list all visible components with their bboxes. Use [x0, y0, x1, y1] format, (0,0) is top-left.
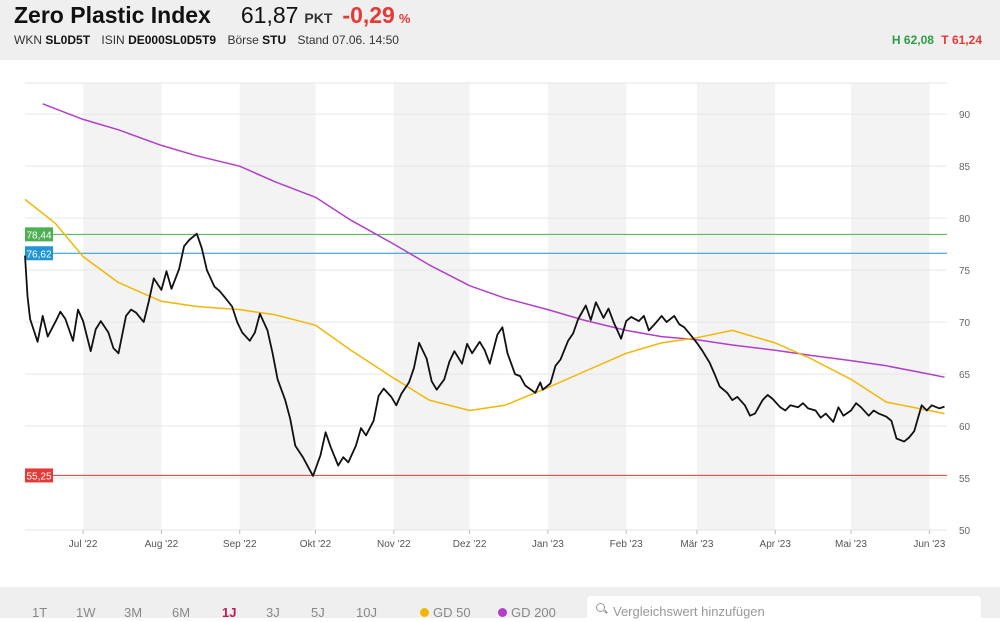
quote-header: Zero Plastic Index 61,87 PKT -0,29 % WKN… [0, 0, 1000, 60]
x-tick-label: Apr '23 [760, 539, 792, 550]
y-tick-label: 65 [959, 370, 971, 381]
reference-badge [25, 246, 53, 261]
x-tick-label: Jan '23 [532, 539, 564, 550]
month-bands [83, 83, 930, 530]
legend-gd50-label: GD 50 [433, 605, 471, 620]
day-low: T 61,24 [941, 33, 982, 47]
range-5j[interactable]: 5J [311, 605, 325, 620]
legend-gd200-label: GD 200 [511, 605, 556, 620]
legend-gd200[interactable]: GD 200 [498, 605, 556, 620]
y-tick-label: 70 [959, 318, 971, 329]
search-placeholder: Vergleichswert hinzufügen [613, 604, 765, 619]
x-tick-label: Jul '22 [69, 539, 98, 550]
range-3m[interactable]: 3M [124, 605, 143, 620]
reference-label: 76,62 [26, 249, 51, 260]
y-tick-label: 60 [959, 422, 971, 433]
price-value: 61,87 [240, 2, 299, 28]
x-tick-label: Jun '23 [913, 539, 945, 550]
y-tick-label: 90 [959, 110, 971, 121]
x-tick-label: Okt '22 [300, 539, 332, 550]
month-band [393, 83, 470, 530]
month-band [239, 83, 316, 530]
stand-timestamp: Stand 07.06. 14:50 [297, 33, 399, 47]
security-meta: WKN SL0D5T ISIN DE000SL0D5T9 Börse STU S… [14, 33, 399, 47]
series-lines [24, 103, 945, 477]
wkn-label: WKN [14, 33, 42, 47]
x-tick-label: Mär '23 [680, 539, 713, 550]
change-unit: % [398, 11, 411, 26]
price-chart[interactable]: 78,44 76,62 55,25 50 55 60 65 70 75 80 85 90 Jul '… [0, 60, 1000, 580]
y-tick-label: 80 [959, 214, 971, 225]
range-10j[interactable]: 10J [356, 605, 377, 620]
grid-lines [25, 82, 947, 531]
high-low: H 62,08 T 61,24 [892, 33, 982, 47]
price-unit: PKT [304, 10, 333, 26]
range-1j[interactable]: 1J [222, 605, 237, 620]
search-icon [596, 603, 605, 612]
month-band [696, 83, 776, 530]
y-tick-label: 75 [959, 266, 971, 277]
exchange-label: Börse [227, 33, 259, 47]
isin-label: ISIN [101, 33, 125, 47]
change-value: -0,29 [342, 2, 395, 28]
wkn-value: SL0D5T [45, 33, 91, 47]
month-band [851, 83, 930, 530]
index-line [24, 232, 945, 477]
gd50-dot-icon [420, 608, 429, 617]
gd200-line [42, 103, 945, 378]
month-band [83, 83, 162, 530]
reference-lines: 78,44 76,62 55,25 [25, 227, 947, 483]
chart-controls: 1T 1W 3M 6M 1J 3J 5J 10J GD 50 GD 200 Ve… [0, 587, 1000, 622]
range-3j[interactable]: 3J [266, 605, 280, 620]
compare-search-input[interactable]: Vergleichswert hinzufügen [587, 596, 981, 622]
x-tick-label: Mai '23 [835, 539, 867, 550]
y-tick-label: 50 [959, 526, 971, 537]
legend-gd50[interactable]: GD 50 [420, 605, 471, 620]
reference-label: 78,44 [26, 230, 51, 241]
y-tick-label: 55 [959, 474, 971, 485]
reference-badge [25, 468, 53, 483]
day-high: H 62,08 [891, 33, 934, 47]
y-axis: 50 55 60 65 70 75 80 85 90 [959, 110, 971, 537]
range-1w[interactable]: 1W [76, 605, 96, 620]
x-tick-label: Feb '23 [610, 539, 643, 550]
gd200-dot-icon [498, 608, 507, 617]
range-6m[interactable]: 6M [172, 605, 191, 620]
y-tick-label: 85 [959, 162, 971, 173]
title-row: Zero Plastic Index 61,87 PKT -0,29 % [14, 2, 410, 29]
page-title: Zero Plastic Index [14, 2, 211, 28]
gd50-line [24, 198, 945, 415]
x-tick-label: Nov '22 [377, 539, 411, 550]
reference-badge [25, 227, 53, 242]
x-tick-label: Sep '22 [223, 539, 257, 550]
range-1t[interactable]: 1T [32, 605, 48, 620]
x-tick-label: Aug '22 [145, 539, 179, 550]
isin-value: DE000SL0D5T9 [128, 33, 217, 47]
reference-label: 55,25 [26, 471, 51, 482]
exchange-value: STU [262, 33, 287, 47]
x-tick-label: Dez '22 [453, 539, 487, 550]
x-axis: Jul '22 Aug '22 Sep '22 Okt '22 Nov '22 Dez '… [69, 530, 946, 550]
